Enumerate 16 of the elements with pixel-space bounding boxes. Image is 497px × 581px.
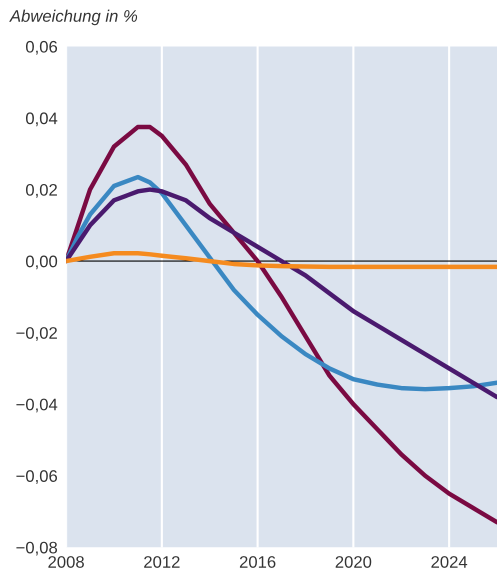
line-series [66, 251, 497, 270]
x-tick-label: 2012 [144, 556, 180, 568]
y-tick-label: 0,02 [26, 184, 57, 198]
y-tick-label: 0,06 [26, 40, 58, 55]
x-tick-label: 2020 [336, 556, 372, 568]
y-tick-label: −0,04 [16, 398, 58, 412]
y-tick-label: 0,00 [26, 256, 58, 270]
y-axis-title: Abweichung in % [9, 10, 138, 26]
y-tick-label: −0,06 [16, 470, 58, 484]
y-tick-label: −0,02 [16, 327, 57, 341]
line-series [66, 124, 497, 524]
x-tick-label: 2008 [48, 556, 84, 568]
y-tick-label: 0,04 [26, 112, 58, 126]
y-tick-label: −0,08 [16, 542, 58, 556]
x-tick-label: 2016 [240, 556, 276, 568]
x-tick-label: 2024 [431, 556, 468, 568]
